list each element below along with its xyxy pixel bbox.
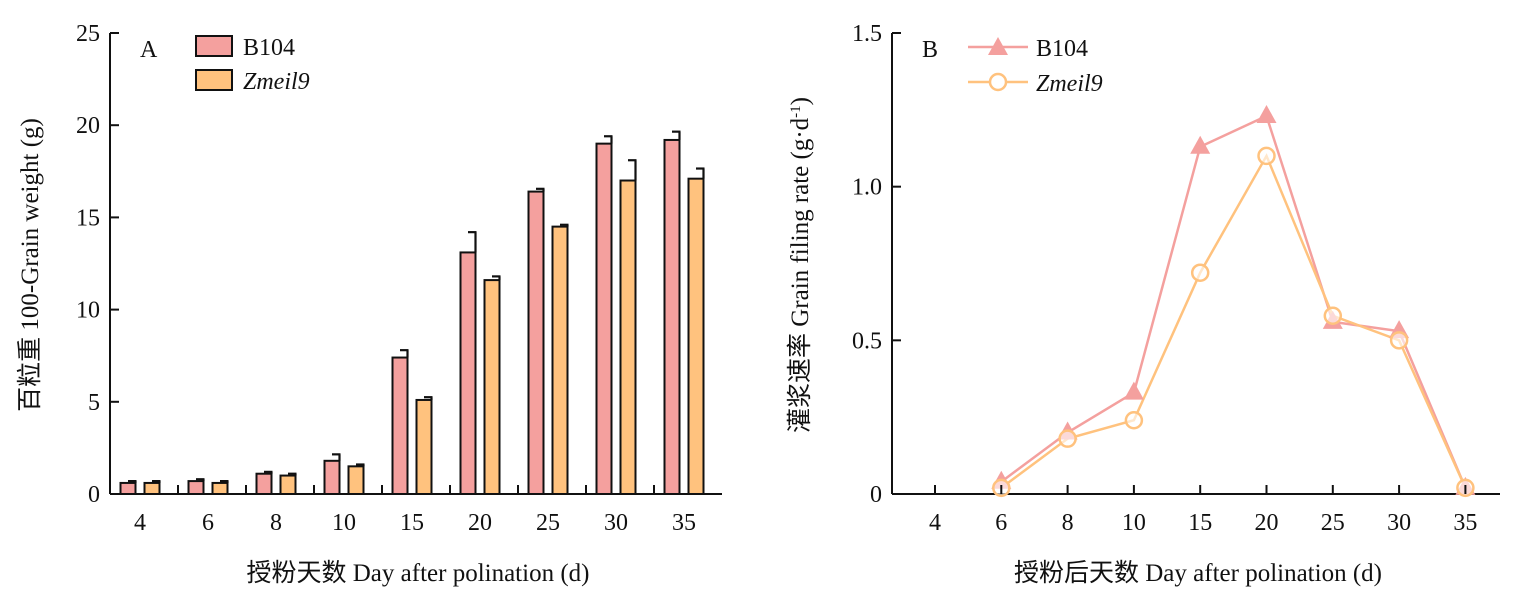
bar-b104 [323, 459, 341, 496]
panel-b-axes [891, 33, 1500, 495]
y-tick-label: 20 [76, 113, 100, 139]
panel-a-x-axis-label: 授粉天数 Day after polination (d) [247, 559, 590, 587]
x-tick-label: 25 [1321, 510, 1345, 536]
point-circle-zmeil9 [1058, 429, 1077, 448]
x-tick-label: 4 [134, 510, 146, 536]
bar-zmeil9 [551, 225, 569, 495]
x-tick-label: 6 [202, 510, 214, 536]
legend-label-b104-line: B104 [1036, 36, 1088, 62]
legend-marker-triangle-icon [988, 37, 1008, 55]
bar-b104 [663, 138, 681, 495]
x-tick-label: 10 [332, 510, 356, 536]
point-circle-zmeil9 [1124, 410, 1144, 430]
panel-b-ticks: 0 0.5 1.0 1.5 4 6 8 10 15 20 25 30 35 [852, 21, 1477, 536]
x-tick-label: 8 [1062, 510, 1074, 536]
x-tick-label: 30 [1387, 510, 1411, 536]
bar-b104 [459, 251, 477, 495]
point-circle-zmeil9 [1389, 331, 1409, 350]
panel-a-label: A [140, 37, 158, 63]
legend-swatch-zmeil9 [195, 69, 233, 91]
panel-b-label: B [922, 37, 938, 63]
bar-zmeil9 [483, 279, 501, 496]
series-line-zmeil9 [1000, 153, 1467, 489]
legend-label-zmeil9-line: Zmeil9 [1036, 71, 1103, 97]
bar-b104 [187, 480, 205, 496]
panel-a-bars [119, 130, 705, 496]
panel-b-legend: B104 Zmeil9 [968, 36, 1103, 97]
point-circle-zmeil9 [1190, 263, 1210, 282]
point-triangle-b104 [1123, 381, 1144, 400]
point-circle-zmeil9 [1323, 306, 1343, 325]
panel-a-y-axis-label: 百粒重 100-Grain weight (g) [16, 118, 44, 412]
x-tick-label: 20 [1255, 510, 1279, 536]
y-tick-label: 10 [76, 298, 100, 324]
x-tick-label: 15 [400, 510, 424, 536]
x-tick-label: 30 [604, 510, 628, 536]
bar-zmeil9 [279, 474, 297, 495]
bar-b104 [527, 190, 545, 495]
bar-zmeil9 [619, 179, 637, 496]
panel-b-lines [991, 104, 1476, 498]
x-tick-label: 6 [995, 510, 1007, 536]
y-tick-label: 5 [88, 390, 100, 416]
bar-zmeil9 [415, 398, 433, 495]
legend-label-b104: B104 [243, 35, 295, 61]
bar-b104 [391, 356, 409, 495]
panel-b-y-axis-label: 灌浆速率 Grain filing rate (g·d-1) [786, 97, 814, 433]
legend-marker-circle-icon [988, 72, 1008, 92]
x-tick-label: 10 [1122, 510, 1146, 536]
x-tick-label: 4 [929, 510, 941, 536]
bar-zmeil9 [347, 465, 365, 495]
legend-swatch-b104 [195, 35, 233, 57]
bar-zmeil9 [687, 177, 705, 495]
y-tick-label: 0 [88, 482, 100, 508]
y-tick-label: 15 [76, 205, 100, 231]
x-tick-label: 20 [468, 510, 492, 536]
x-tick-label: 8 [270, 510, 282, 536]
panel-b-line-chart: 00.51.01.54 6 8 10 15 20 25 30 35 B B104 Zmeil9 … [786, 21, 1500, 587]
x-tick-label: 15 [1188, 510, 1212, 536]
bar-zmeil9 [143, 481, 161, 496]
point-triangle-b104 [1256, 104, 1277, 123]
x-tick-label: 25 [536, 510, 560, 536]
y-tick-label: 1.5 [852, 21, 882, 47]
panel-a-ticks: 0 5 10 15 20 25 4 6 8 10 15 20 25 30 35 [76, 21, 696, 536]
point-circle-zmeil9 [1257, 146, 1276, 166]
y-tick-label: 1.0 [852, 175, 882, 201]
bar-b104 [119, 481, 137, 496]
bar-b104 [595, 142, 613, 495]
y-tick-label: 0 [870, 482, 882, 508]
panel-a-legend: B104 Zmeil9 [195, 35, 310, 95]
x-tick-label: 35 [1453, 510, 1477, 536]
bar-zmeil9 [211, 481, 229, 496]
bar-b104 [255, 472, 273, 496]
panel-b-x-axis-label: 授粉后天数 Day after polination (d) [1014, 559, 1382, 587]
y-tick-label: 25 [76, 21, 100, 47]
point-triangle-b104 [1190, 135, 1211, 154]
series-line-b104 [1000, 114, 1467, 489]
x-tick-label: 35 [672, 510, 696, 536]
legend-label-zmeil9: Zmeil9 [243, 69, 310, 95]
y-tick-label: 0.5 [852, 328, 882, 354]
